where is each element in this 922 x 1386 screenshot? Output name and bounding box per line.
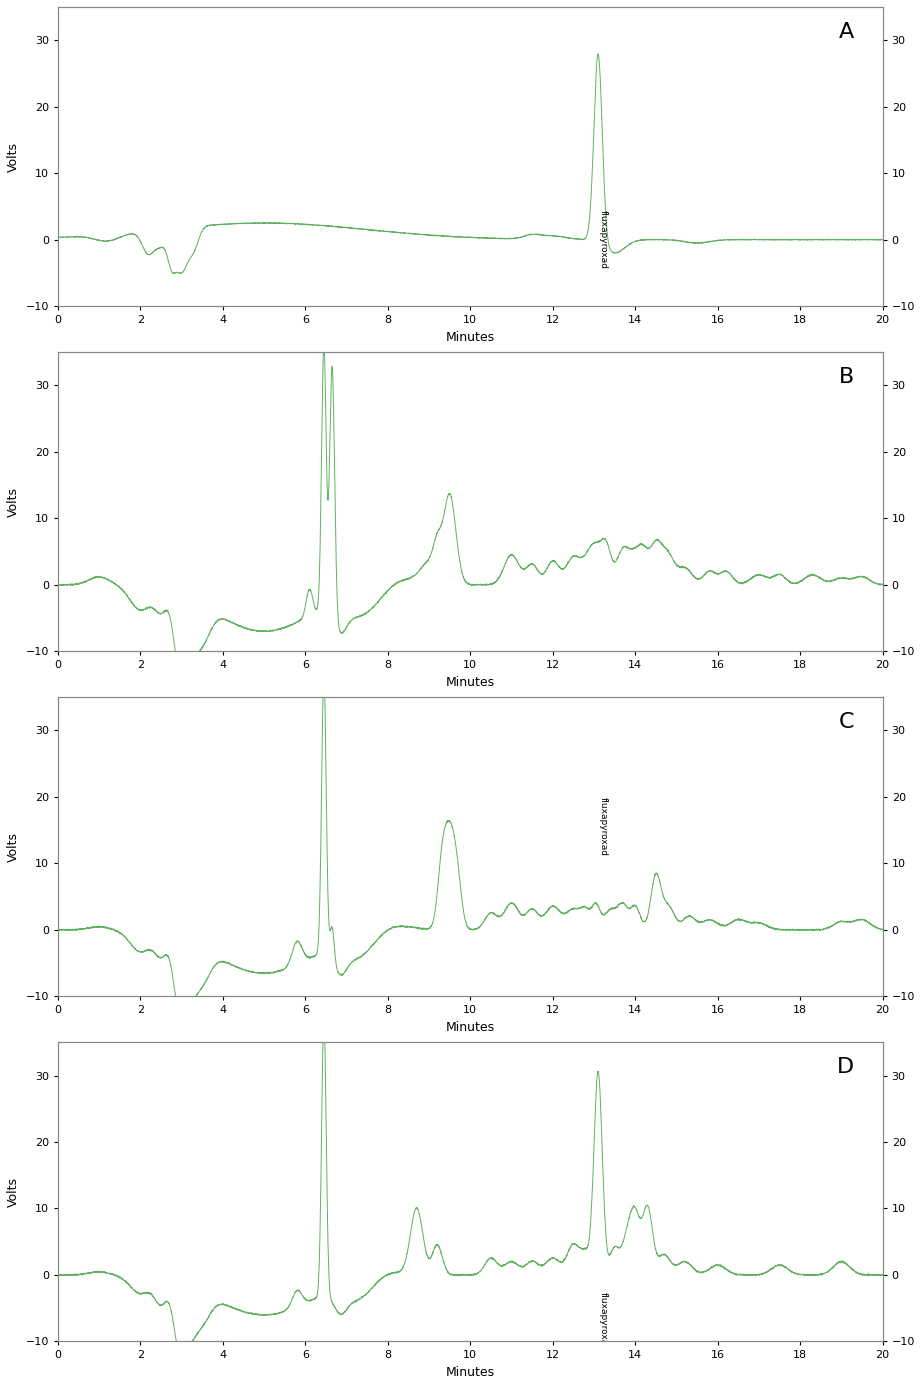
Y-axis label: Volts: Volts [7,486,20,517]
X-axis label: Minutes: Minutes [445,676,495,689]
Text: B: B [838,367,854,387]
Y-axis label: Volts: Volts [7,832,20,862]
Text: D: D [836,1058,854,1077]
X-axis label: Minutes: Minutes [445,1021,495,1034]
Text: fluxapyroxad: fluxapyroxad [598,209,608,269]
Text: A: A [838,22,854,42]
Text: fluxapyroxad: fluxapyroxad [598,1292,608,1350]
X-axis label: Minutes: Minutes [445,331,495,344]
Y-axis label: Volts: Volts [7,141,20,172]
Text: C: C [838,712,854,732]
X-axis label: Minutes: Minutes [445,1367,495,1379]
Text: fluxapyroxad: fluxapyroxad [598,797,608,857]
Y-axis label: Volts: Volts [7,1177,20,1207]
